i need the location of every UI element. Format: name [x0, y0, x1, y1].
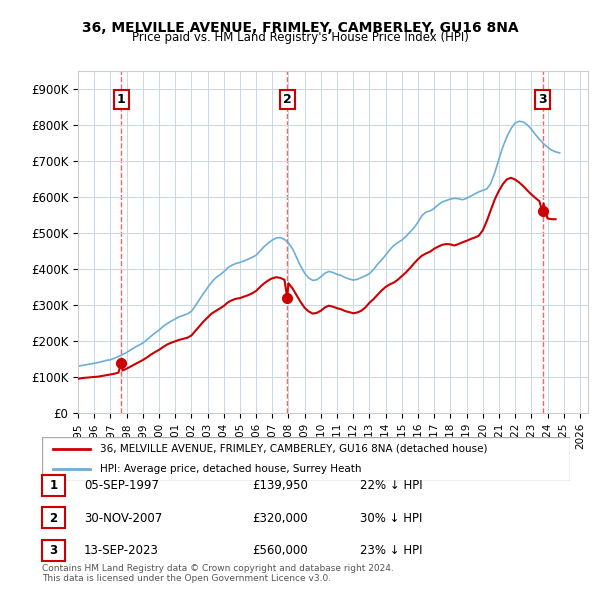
FancyBboxPatch shape: [42, 437, 570, 481]
Text: 2: 2: [49, 512, 58, 525]
Text: £139,950: £139,950: [252, 479, 308, 492]
Text: 23% ↓ HPI: 23% ↓ HPI: [360, 544, 422, 557]
Text: 3: 3: [49, 544, 58, 557]
Text: 05-SEP-1997: 05-SEP-1997: [84, 479, 159, 492]
Text: 30-NOV-2007: 30-NOV-2007: [84, 512, 162, 525]
Text: 22% ↓ HPI: 22% ↓ HPI: [360, 479, 422, 492]
Text: 36, MELVILLE AVENUE, FRIMLEY, CAMBERLEY, GU16 8NA: 36, MELVILLE AVENUE, FRIMLEY, CAMBERLEY,…: [82, 21, 518, 35]
Text: Contains HM Land Registry data © Crown copyright and database right 2024.
This d: Contains HM Land Registry data © Crown c…: [42, 563, 394, 583]
Text: 3: 3: [538, 93, 547, 106]
Text: 1: 1: [117, 93, 125, 106]
Text: 1: 1: [49, 479, 58, 492]
Text: 13-SEP-2023: 13-SEP-2023: [84, 544, 159, 557]
Text: Price paid vs. HM Land Registry's House Price Index (HPI): Price paid vs. HM Land Registry's House …: [131, 31, 469, 44]
Text: 36, MELVILLE AVENUE, FRIMLEY, CAMBERLEY, GU16 8NA (detached house): 36, MELVILLE AVENUE, FRIMLEY, CAMBERLEY,…: [100, 444, 488, 454]
Text: HPI: Average price, detached house, Surrey Heath: HPI: Average price, detached house, Surr…: [100, 464, 362, 474]
Text: £320,000: £320,000: [252, 512, 308, 525]
Text: 30% ↓ HPI: 30% ↓ HPI: [360, 512, 422, 525]
Text: 2: 2: [283, 93, 292, 106]
Text: £560,000: £560,000: [252, 544, 308, 557]
